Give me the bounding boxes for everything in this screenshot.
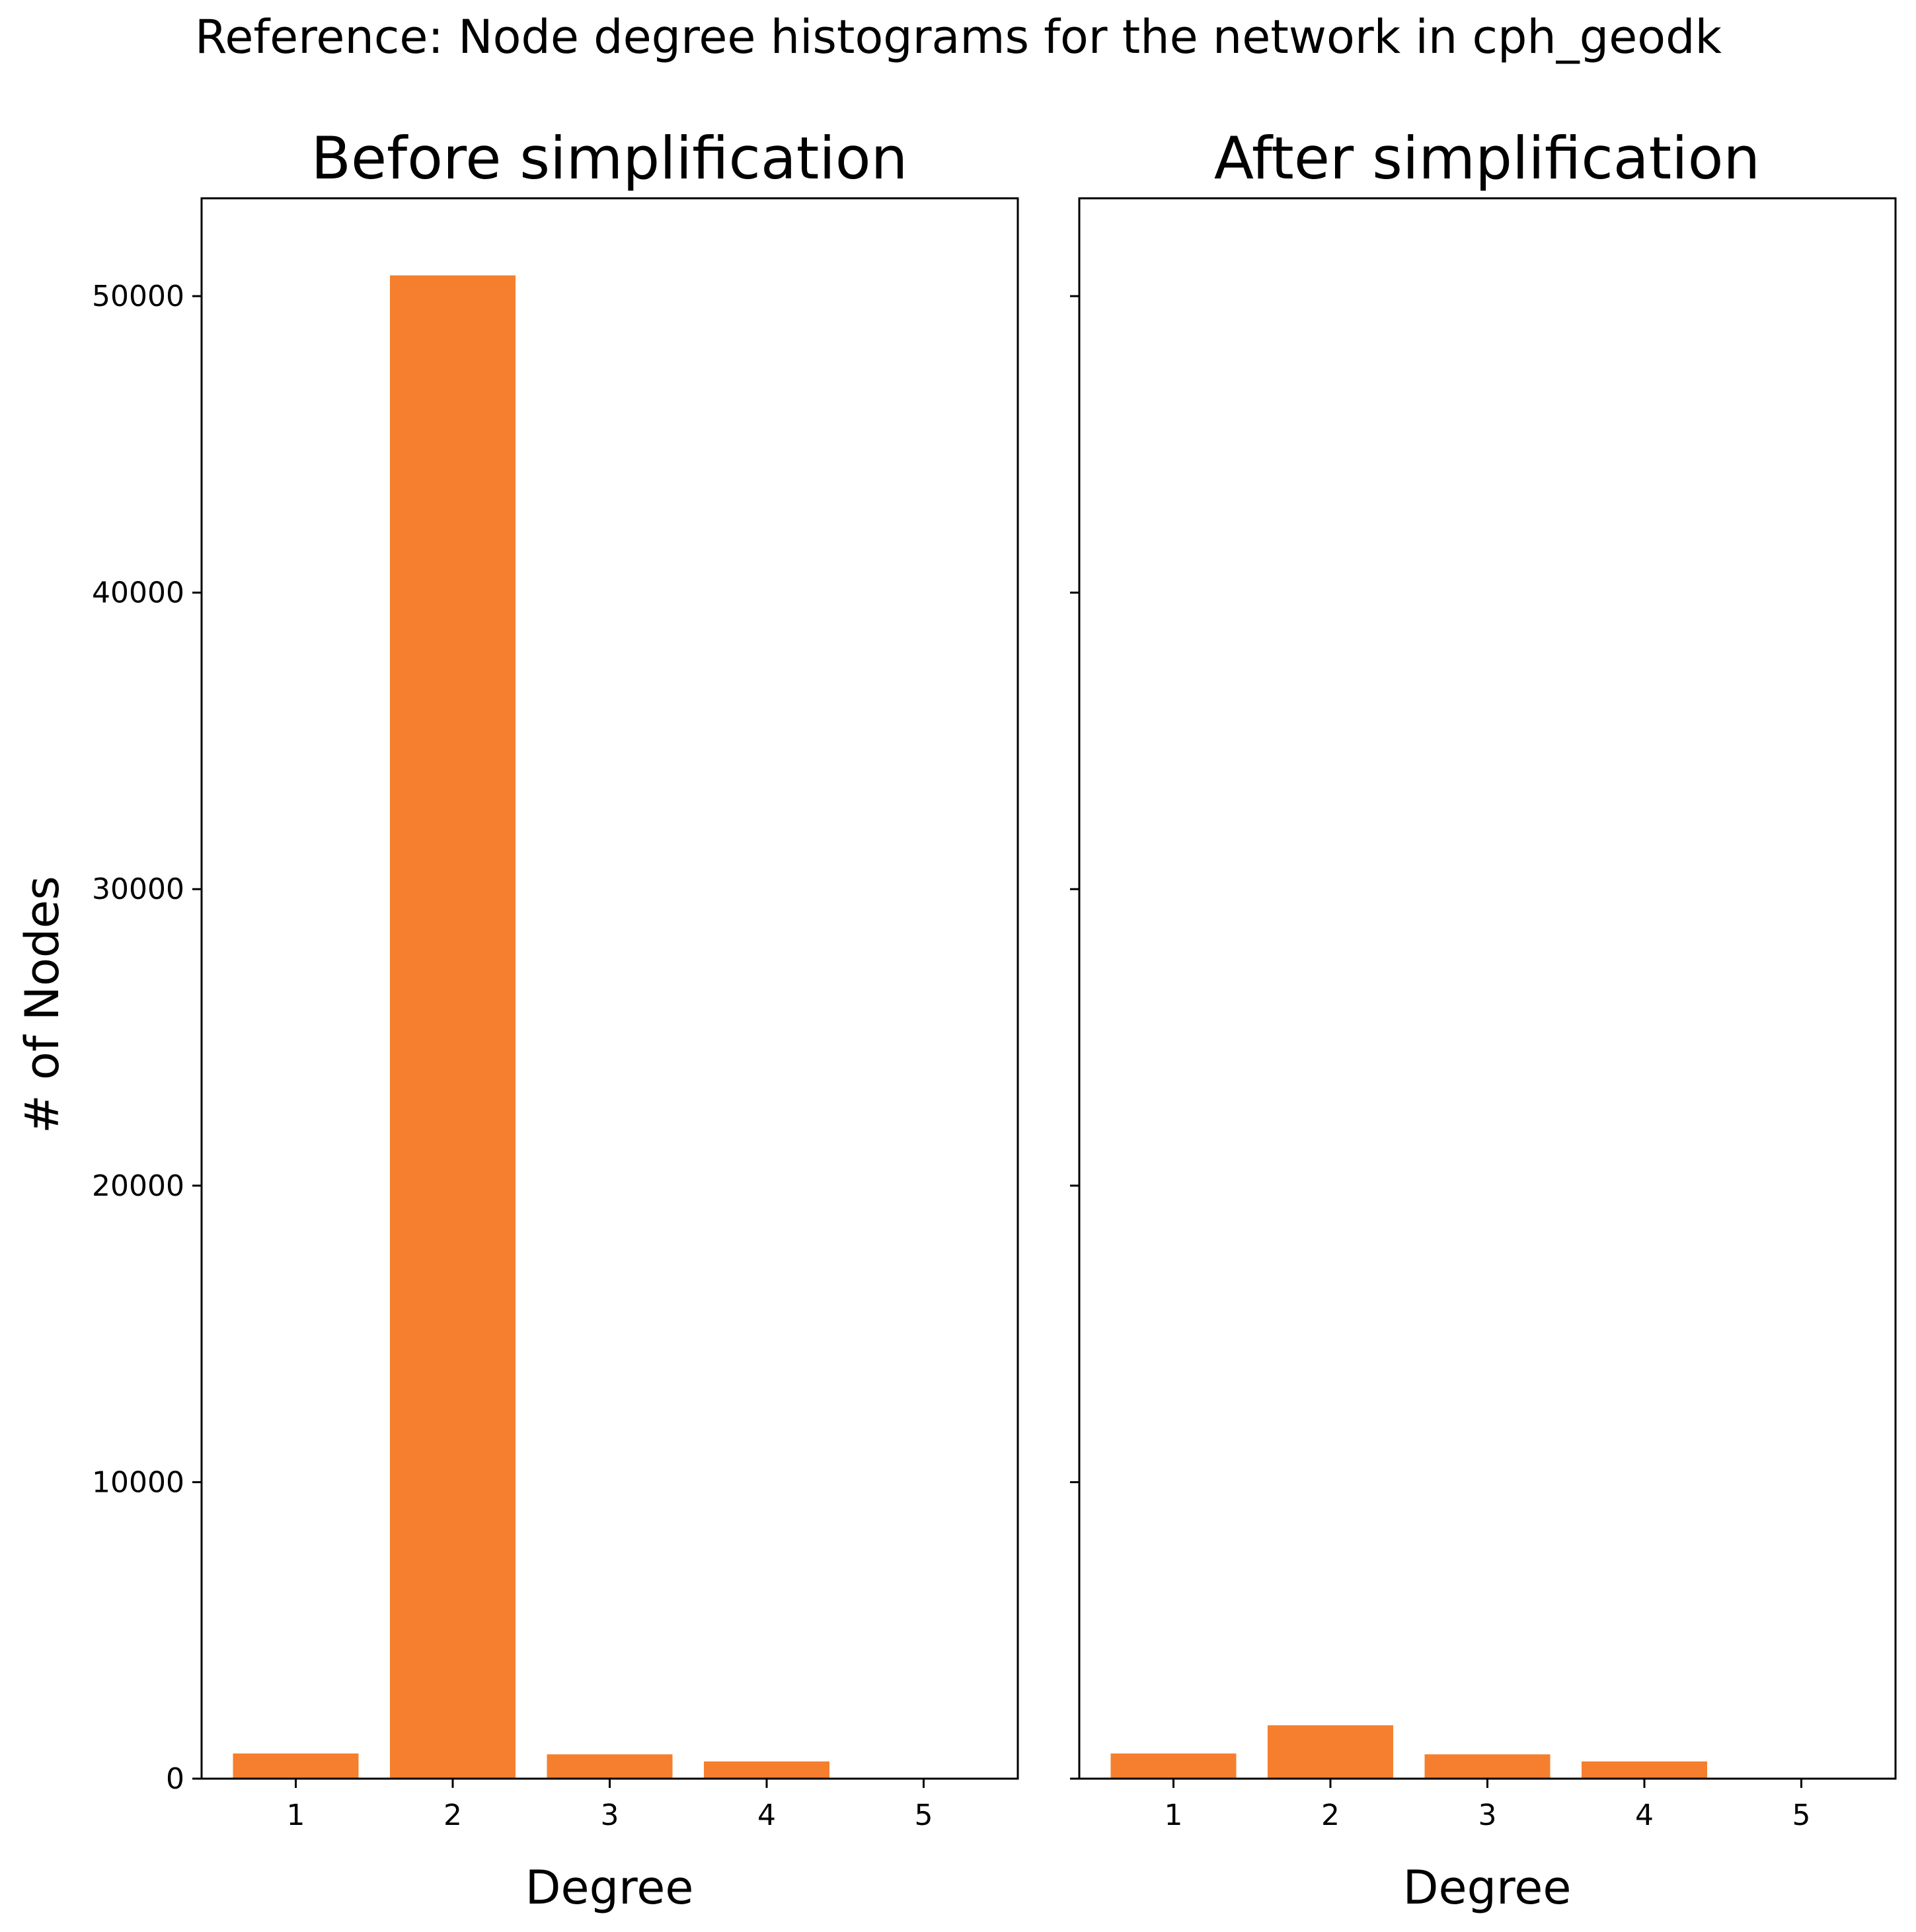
x-tick-label: 3 (601, 1798, 619, 1832)
x-tick-label: 4 (1635, 1798, 1654, 1832)
plot-frame-before (200, 197, 1019, 1780)
bar-degree-2 (1268, 1725, 1393, 1779)
y-ticks-before: 0 10000 20000 30000 40000 50000 (92, 280, 202, 1796)
x-tick-label: 1 (287, 1798, 305, 1832)
plot-frame-after (1078, 197, 1897, 1780)
x-ticks-after: 1 2 3 4 5 (1165, 1779, 1811, 1832)
y-tick-label: 20000 (92, 1169, 184, 1203)
x-axis-label-after: Degree (1403, 1861, 1572, 1915)
x-tick-label: 5 (1792, 1798, 1811, 1832)
x-ticks-before: 1 2 3 4 5 (287, 1779, 933, 1832)
y-ticks-after (1070, 295, 1079, 1780)
panel-before: Before simplification 010000200003000040… (92, 124, 1019, 1915)
bar-degree-1 (233, 1753, 359, 1779)
bar-degree-4 (704, 1761, 829, 1779)
x-tick-label: 2 (443, 1798, 462, 1832)
bar-degree-4 (1582, 1761, 1707, 1779)
x-tick-label: 2 (1321, 1798, 1340, 1832)
bar-degree-3 (547, 1754, 673, 1779)
panel-after: After simplification 1 2 3 4 5 Degree (1070, 124, 1897, 1915)
x-tick-label: 3 (1478, 1798, 1497, 1832)
y-axis-label: # of Nodes (15, 876, 69, 1134)
bar-group-before (233, 275, 987, 1779)
y-tick-label: 10000 (92, 1465, 184, 1499)
bar-degree-1 (1110, 1753, 1237, 1779)
panel-title-before: Before simplification (311, 124, 908, 192)
panel-title-after: After simplification (1214, 124, 1760, 192)
y-tick-label: 0 (166, 1762, 184, 1796)
y-tick-label: 30000 (92, 872, 184, 906)
x-tick-label: 4 (757, 1798, 776, 1832)
figure-suptitle: Reference: Node degree histograms for th… (195, 10, 1722, 64)
x-tick-label: 5 (915, 1798, 933, 1832)
y-tick-label: 50000 (92, 280, 184, 313)
y-tick-label: 40000 (92, 576, 184, 610)
bar-degree-3 (1424, 1754, 1551, 1779)
bar-degree-2 (390, 275, 516, 1779)
bar-group-after (1110, 1725, 1864, 1779)
x-axis-label-before: Degree (525, 1861, 694, 1915)
x-tick-label: 1 (1165, 1798, 1183, 1832)
